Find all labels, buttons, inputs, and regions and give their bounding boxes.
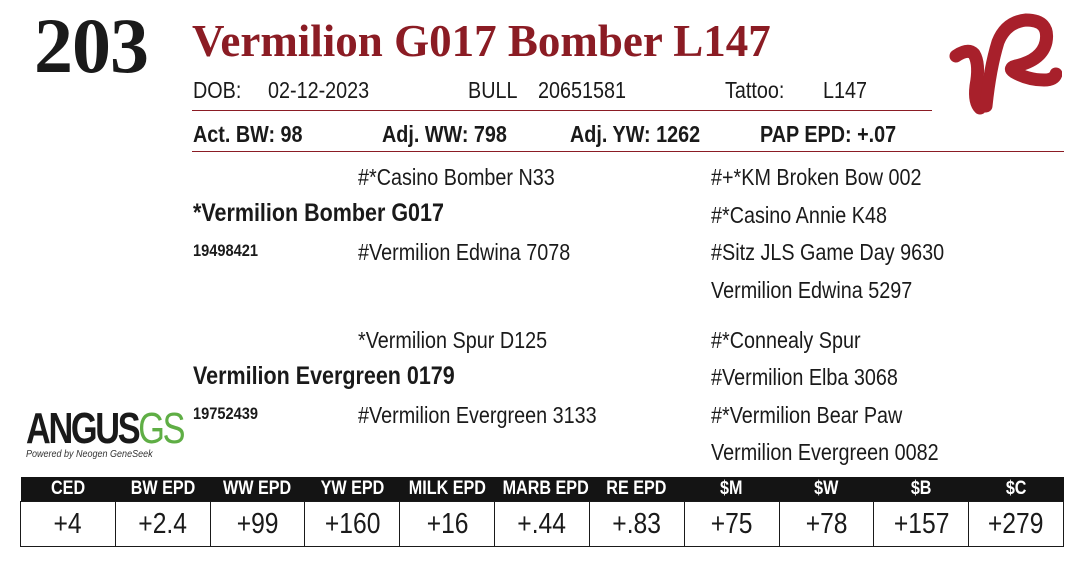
dam-dam-dam: Vermilion Evergreen 0082 (711, 439, 939, 465)
epd-value: +4 (20, 501, 116, 547)
sire-sire-sire: #+*KM Broken Bow 002 (711, 164, 922, 190)
dam-sire-dam: #Vermilion Elba 3068 (711, 364, 898, 390)
dam-registration: 19752439 (193, 404, 259, 423)
angus-logo-tagline: Powered by Neogen GeneSeek (26, 449, 153, 460)
dam-dam: #Vermilion Evergreen 3133 (358, 402, 597, 428)
adj-ww: Adj. WW: 798 (382, 121, 507, 147)
sire-sire-dam: #*Casino Annie K48 (711, 202, 887, 228)
adj-yw: Adj. YW: 1262 (570, 121, 701, 147)
divider-mid (192, 151, 1064, 152)
sire-dam: #Vermilion Edwina 7078 (358, 239, 571, 265)
epd-header: $W (779, 477, 874, 502)
sire-sire: #*Casino Bomber N33 (358, 164, 555, 190)
angus-logo-word: ANGUS (26, 404, 141, 453)
dob-label: DOB: (193, 77, 242, 103)
epd-value: +.83 (588, 501, 685, 547)
epd-header: $M (684, 477, 779, 502)
sire-dam-sire: #Sitz JLS Game Day 9630 (711, 239, 945, 265)
registration-number: 20651581 (538, 77, 627, 103)
sire-dam-dam: Vermilion Edwina 5297 (711, 277, 913, 303)
pap-epd: PAP EPD: +.07 (760, 121, 897, 147)
epd-value: +160 (304, 501, 401, 547)
epd-table: CED BW EPD WW EPD YW EPD MILK EPD MARB E… (20, 477, 1064, 547)
epd-header: MARB EPD (494, 477, 590, 502)
epd-header-row: CED BW EPD WW EPD YW EPD MILK EPD MARB E… (20, 477, 1064, 502)
tattoo-label: Tattoo: (725, 77, 785, 103)
epd-header: CED (20, 477, 116, 502)
lot-number: 203 (34, 2, 149, 89)
epd-header: BW EPD (115, 477, 211, 502)
angus-gs-logo: ANGUSGS (26, 404, 185, 465)
epd-header: $B (873, 477, 969, 502)
epd-value: +157 (873, 501, 970, 547)
epd-value: +279 (968, 501, 1064, 547)
dam-sire-sire: #*Connealy Spur (711, 327, 861, 353)
epd-value: +2.4 (114, 501, 211, 547)
dam-name: Vermilion Evergreen 0179 (193, 362, 455, 390)
dob-value: 02-12-2023 (268, 77, 370, 103)
epd-value: +75 (683, 501, 780, 547)
epd-value-row: +4 +2.4 +99 +160 +16 +.44 +.83 +75 +78 +… (20, 501, 1064, 547)
sire-registration: 19498421 (193, 241, 259, 260)
epd-value: +.44 (494, 501, 590, 547)
sire-name: *Vermilion Bomber G017 (193, 199, 444, 227)
dam-dam-sire: #*Vermilion Bear Paw (711, 402, 903, 428)
dam-sire: *Vermilion Spur D125 (358, 327, 548, 353)
epd-header: YW EPD (304, 477, 400, 502)
angus-logo-suffix: GS (138, 404, 185, 453)
epd-value: +16 (399, 501, 496, 547)
epd-header: WW EPD (210, 477, 305, 502)
epd-header: $C (968, 477, 1064, 502)
sex-label: BULL (468, 77, 518, 103)
animal-name: Vermilion G017 Bomber L147 (192, 16, 771, 66)
epd-header: MILK EPD (399, 477, 495, 502)
divider-top (192, 110, 932, 111)
epd-value: +99 (209, 501, 306, 547)
epd-header: RE EPD (589, 477, 685, 502)
act-bw: Act. BW: 98 (193, 121, 303, 147)
epd-value: +78 (778, 501, 875, 547)
vr-brand-logo (949, 13, 1062, 115)
tattoo-value: L147 (823, 77, 868, 103)
